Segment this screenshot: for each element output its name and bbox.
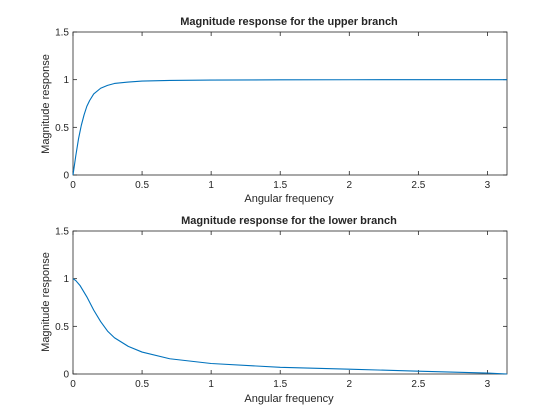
lower-ytick-label: 1 [63, 274, 69, 285]
lower-ytick-label: 0.5 [55, 322, 69, 333]
lower-xtick-label: 2.5 [411, 379, 425, 390]
upper-subplot: Magnitude response for the upper branch … [40, 16, 508, 205]
upper-xtick-label: 0 [70, 180, 76, 191]
upper-ytick-label: 1 [63, 75, 69, 86]
upper-xlabel: Angular frequency [244, 193, 334, 205]
upper-ylabel: Magnitude response [40, 54, 52, 154]
lower-subplot: Magnitude response for the lower branch … [40, 215, 508, 405]
lower-xtick-label: 2 [347, 379, 353, 390]
lower-title: Magnitude response for the lower branch [181, 215, 397, 227]
upper-ytick-label: 0 [63, 171, 69, 182]
lower-xtick-label: 0 [70, 379, 76, 390]
upper-ytick-label: 1.5 [55, 28, 69, 39]
lower-xtick-label: 1 [208, 379, 214, 390]
upper-series-line [72, 79, 507, 176]
lower-ytick-label: 0 [63, 370, 69, 381]
lower-xtick-label: 3 [485, 379, 491, 390]
upper-axes-box [72, 31, 508, 176]
upper-ytick-label: 0.5 [55, 123, 69, 134]
upper-xtick-label: 0.5 [135, 180, 149, 191]
lower-xlabel: Angular frequency [244, 393, 334, 405]
lower-xtick-label: 1.5 [273, 379, 287, 390]
lower-ylabel: Magnitude response [40, 252, 52, 352]
upper-xtick-label: 2.5 [411, 180, 425, 191]
lower-ytick-label: 1.5 [55, 227, 69, 238]
lower-xtick-label: 0.5 [135, 379, 149, 390]
upper-title: Magnitude response for the upper branch [180, 16, 398, 28]
upper-xtick-label: 3 [485, 180, 491, 191]
upper-xtick-label: 1.5 [273, 180, 287, 191]
lower-axes-box [72, 230, 508, 375]
upper-xtick-label: 2 [347, 180, 353, 191]
upper-xtick-label: 1 [208, 180, 214, 191]
lower-series-line [72, 278, 508, 375]
